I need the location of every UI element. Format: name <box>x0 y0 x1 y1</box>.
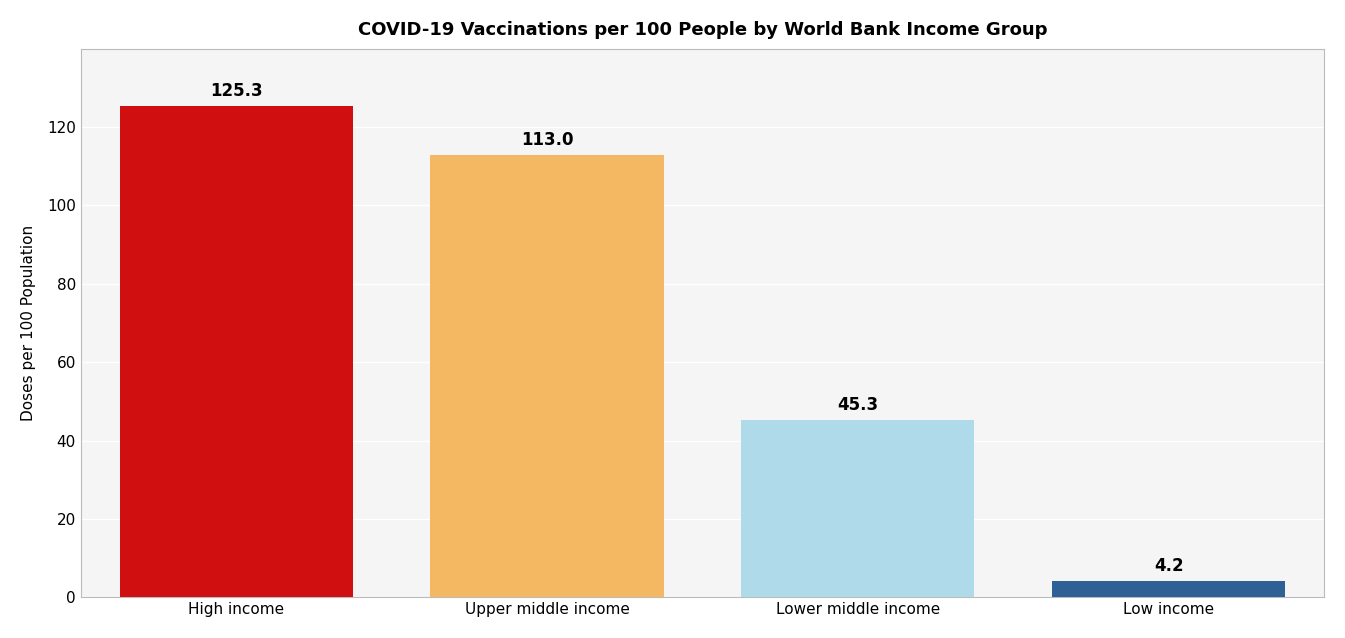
Text: 113.0: 113.0 <box>521 131 573 149</box>
Y-axis label: Doses per 100 Population: Doses per 100 Population <box>20 225 36 421</box>
Title: COVID-19 Vaccinations per 100 People by World Bank Income Group: COVID-19 Vaccinations per 100 People by … <box>358 21 1048 39</box>
Bar <box>430 154 663 597</box>
Text: 4.2: 4.2 <box>1154 557 1184 575</box>
Text: 125.3: 125.3 <box>210 82 262 100</box>
Bar <box>1052 581 1286 597</box>
Bar <box>120 107 352 597</box>
Text: 45.3: 45.3 <box>838 396 878 414</box>
Bar <box>741 420 974 597</box>
